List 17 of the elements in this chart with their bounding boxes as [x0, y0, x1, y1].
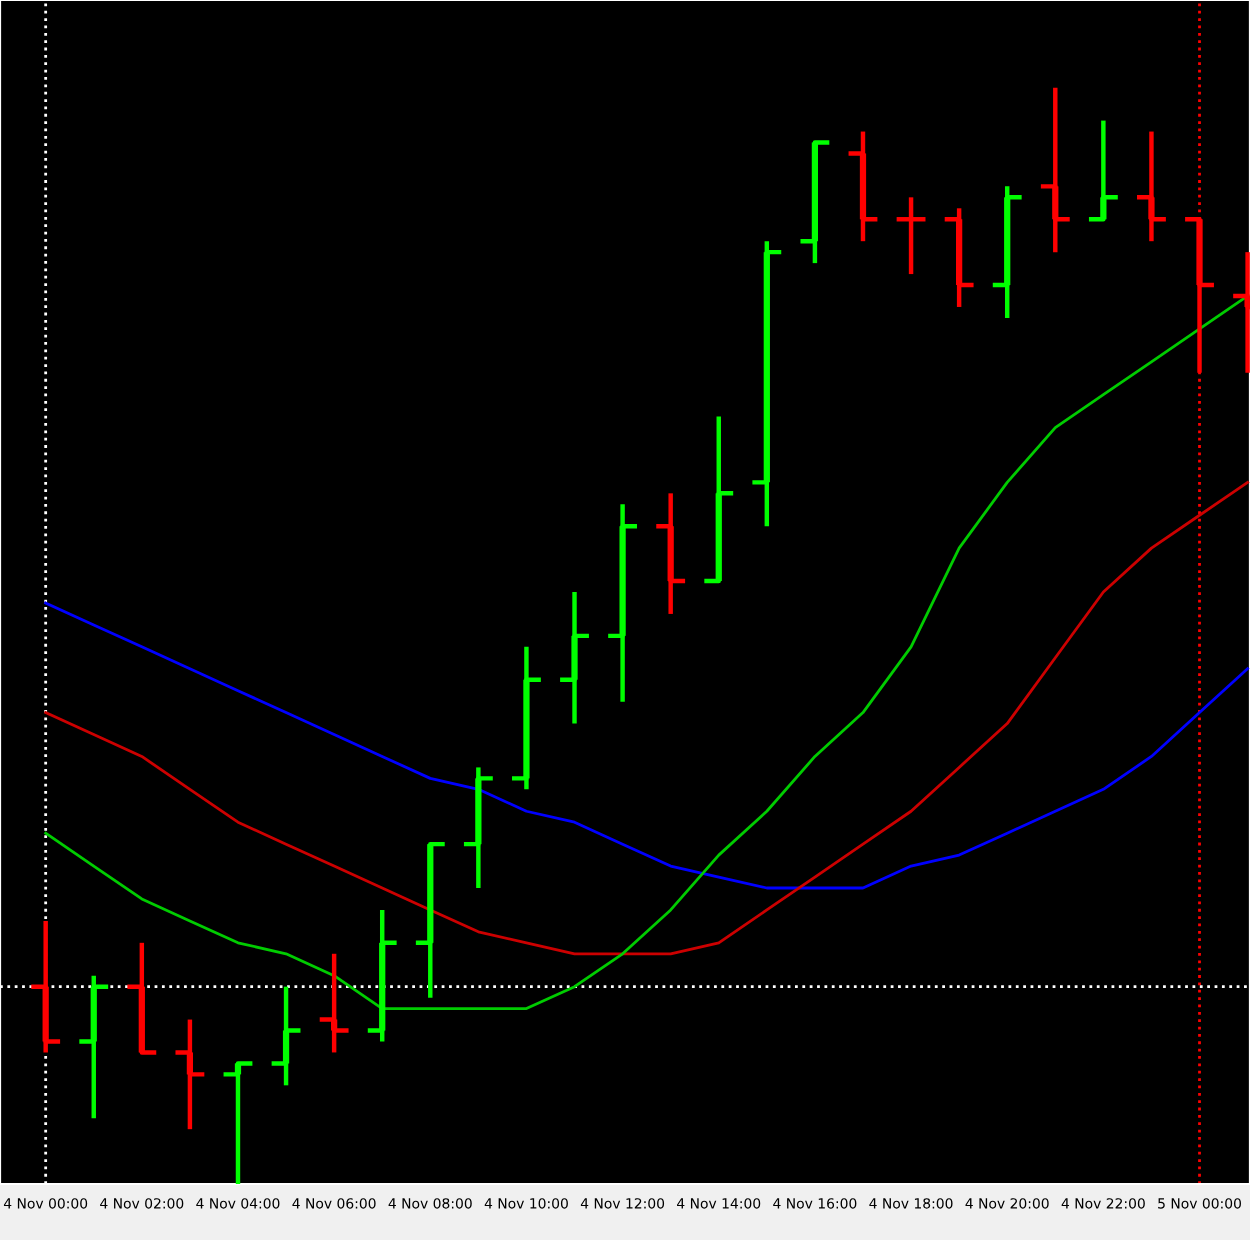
candlestick: [654, 491, 688, 617]
candlestick: [461, 765, 496, 891]
candlestick: [605, 502, 640, 704]
candlestick: [1134, 129, 1169, 244]
candlestick: [990, 184, 1024, 321]
candlestick: [29, 918, 63, 1055]
candlestick: [942, 206, 976, 310]
candlestick: [846, 129, 880, 244]
candlestick: [509, 644, 544, 792]
candlestick: [365, 907, 399, 1044]
candlestick: [557, 589, 592, 726]
candlestick: [173, 1017, 207, 1132]
candlestick: [77, 973, 111, 1121]
candlestick: [894, 195, 928, 277]
candlestick: [269, 984, 303, 1088]
candlestick: [317, 951, 351, 1055]
candlestick: [1038, 85, 1072, 255]
